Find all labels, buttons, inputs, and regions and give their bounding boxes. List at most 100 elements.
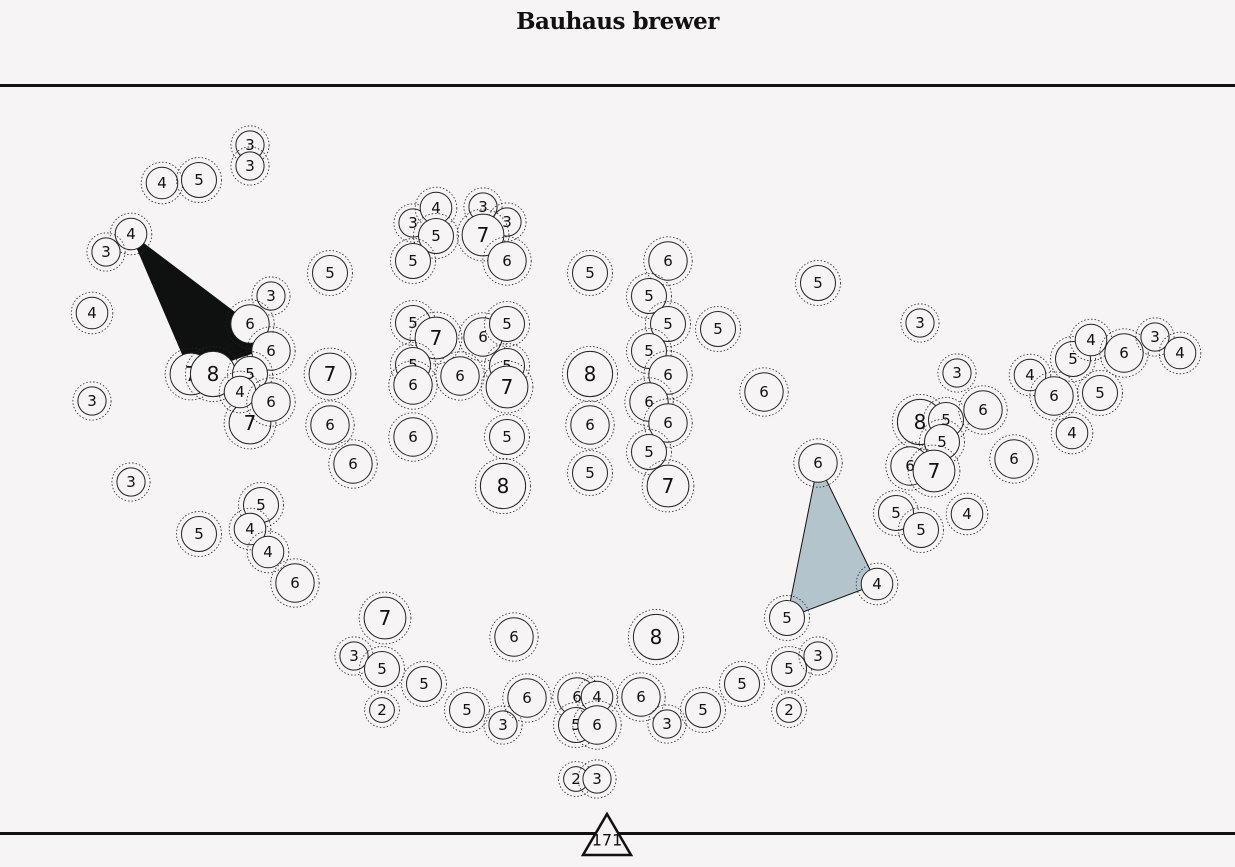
node[interactable]: 3 [251, 276, 291, 316]
node[interactable]: 5 [484, 414, 530, 460]
node[interactable]: 4 [246, 530, 290, 574]
node[interactable]: 6 [225, 299, 275, 349]
node[interactable]: 6 [643, 236, 693, 286]
node[interactable]: 6 [388, 360, 438, 410]
node[interactable]: 6 [305, 400, 355, 450]
node[interactable]: 5 [176, 511, 222, 557]
node-circle [631, 434, 667, 470]
node[interactable]: 6 [643, 350, 693, 400]
node[interactable]: 5 [626, 273, 672, 319]
node[interactable]: 6 [643, 398, 693, 448]
node[interactable]: 4 [855, 562, 899, 606]
node[interactable]: 5 [645, 301, 691, 347]
node[interactable]: 7 [641, 459, 695, 513]
node[interactable]: 6 [388, 412, 438, 462]
node-circle [912, 449, 956, 493]
node[interactable]: 6 [739, 367, 789, 417]
node-halo [270, 558, 320, 608]
node[interactable]: 3 [111, 462, 151, 502]
node[interactable]: 5 [898, 507, 944, 553]
node[interactable]: 5 [307, 250, 353, 296]
node[interactable]: 5 [795, 260, 841, 306]
node-value: 8 [207, 362, 220, 386]
node[interactable]: 6 [1099, 328, 1149, 378]
node[interactable]: 7 [303, 347, 357, 401]
node[interactable]: 5 [390, 238, 436, 284]
node[interactable]: 2 [771, 692, 807, 728]
node-halo [764, 595, 810, 641]
node[interactable]: 8 [474, 457, 531, 514]
node[interactable]: 4 [109, 212, 153, 256]
node[interactable]: 5 [401, 661, 447, 707]
node[interactable]: 4 [228, 507, 272, 551]
node[interactable]: 8 [562, 345, 619, 402]
node[interactable]: 7 [907, 444, 961, 498]
node[interactable]: 3 [334, 636, 374, 676]
node[interactable]: 3 [647, 704, 687, 744]
node[interactable]: 6 [572, 700, 622, 750]
node[interactable]: 5 [764, 595, 810, 641]
node[interactable]: 3 [798, 636, 838, 676]
node-value: 3 [245, 136, 255, 154]
node[interactable]: 6 [793, 438, 843, 488]
node-value: 6 [408, 376, 418, 394]
node-value: 6 [1009, 450, 1019, 468]
node[interactable]: 3 [937, 353, 977, 393]
node[interactable]: 5 [626, 429, 672, 475]
node[interactable]: 3 [900, 303, 940, 343]
node[interactable]: 6 [328, 439, 378, 489]
node-value: 6 [813, 454, 823, 472]
node[interactable]: 5 [484, 301, 530, 347]
node-circle [1082, 375, 1118, 411]
node[interactable]: 6 [958, 385, 1008, 435]
node-circle [905, 308, 935, 338]
node[interactable]: 6 [246, 377, 296, 427]
node[interactable]: 5 [695, 306, 741, 352]
node[interactable]: 7 [358, 591, 412, 645]
node[interactable]: 4 [70, 291, 114, 335]
node[interactable]: 5 [680, 687, 726, 733]
node[interactable]: 6 [616, 672, 666, 722]
node[interactable]: 6 [565, 400, 615, 450]
node[interactable]: 5 [567, 450, 613, 496]
node[interactable]: 6 [502, 673, 552, 723]
node[interactable]: 6 [1029, 371, 1079, 421]
node[interactable]: 3 [72, 381, 112, 421]
node-value: 6 [266, 342, 276, 360]
node[interactable]: 6 [270, 558, 320, 608]
node[interactable]: 4 [1050, 411, 1094, 455]
node-value: 5 [585, 464, 595, 482]
node[interactable]: 5 [176, 157, 222, 203]
node[interactable]: 7 [480, 360, 534, 414]
node-value: 7 [379, 606, 392, 630]
node[interactable]: 4 [1008, 353, 1052, 397]
node-halo [739, 367, 789, 417]
node-value: 3 [478, 198, 488, 216]
node[interactable]: 5 [413, 213, 459, 259]
node[interactable]: 6 [482, 236, 532, 286]
node[interactable]: 2 [364, 692, 400, 728]
node-value: 4 [431, 199, 441, 217]
node[interactable]: 3 [86, 232, 126, 272]
node[interactable]: 3 [1135, 317, 1175, 357]
node[interactable]: 8 [628, 609, 685, 666]
node[interactable]: 5 [444, 687, 490, 733]
node[interactable]: 3 [483, 705, 523, 745]
node[interactable]: 4 [945, 492, 989, 536]
node[interactable]: 5 [359, 646, 405, 692]
node[interactable]: 5 [719, 661, 765, 707]
node[interactable]: 7 [409, 311, 463, 365]
node[interactable]: 6 [489, 612, 539, 662]
node-halo [230, 125, 270, 165]
node[interactable]: 5 [1077, 370, 1123, 416]
node-circle [393, 417, 433, 457]
node[interactable]: 3 [577, 759, 617, 799]
node[interactable]: 5 [873, 490, 919, 536]
node[interactable]: 5 [567, 250, 613, 296]
node[interactable]: 6 [989, 434, 1039, 484]
node[interactable]: 6 [435, 351, 485, 401]
node[interactable]: 4 [1158, 331, 1202, 375]
node[interactable]: 3 [230, 146, 270, 186]
node-circle [648, 355, 688, 395]
